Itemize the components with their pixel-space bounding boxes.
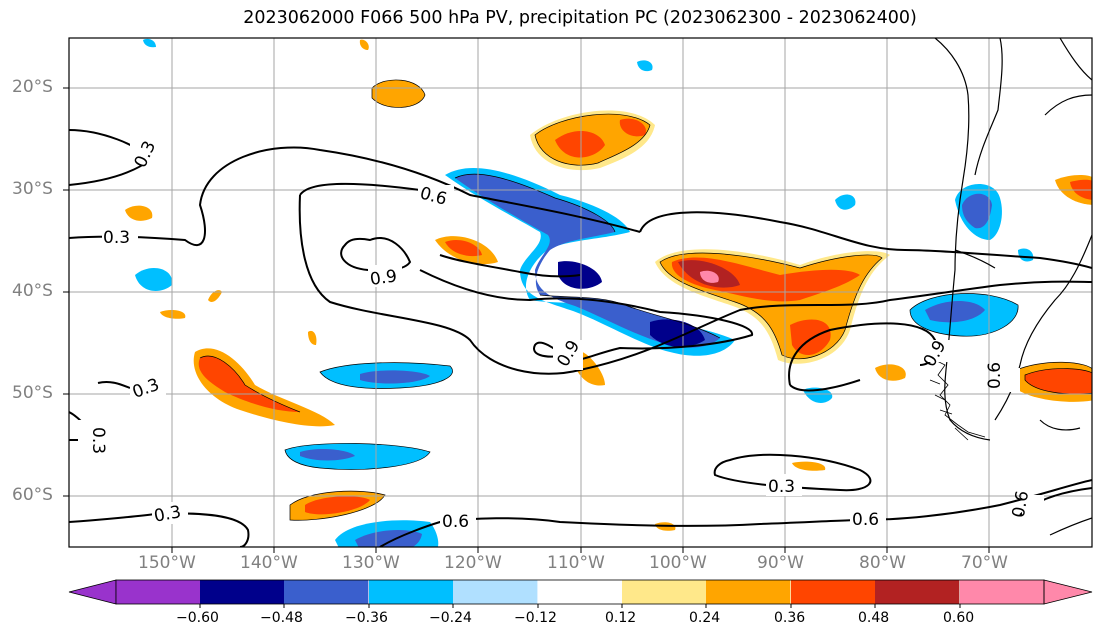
lon-label: 130°W	[342, 553, 400, 573]
lat-label: 40°S	[12, 281, 53, 301]
colorbar-tick-label: 0.12	[605, 610, 637, 626]
contour-label: 0.6	[985, 362, 1005, 389]
lon-label: 80°W	[859, 553, 906, 573]
map-title: 2023062000 F066 500 hPa PV, precipitatio…	[243, 8, 917, 28]
contour-label: 0.3	[88, 427, 108, 454]
colorbar-segment	[200, 580, 285, 604]
contour-label-bg	[78, 143, 1044, 532]
colorbar-tick-label: −0.12	[514, 610, 557, 626]
colorbar-segment	[453, 580, 538, 604]
lat-label: 30°S	[12, 179, 53, 199]
contour-label: 0.6	[442, 512, 469, 532]
colorbar-extend-low	[68, 579, 117, 605]
lon-label: 110°W	[547, 553, 605, 573]
lat-label: 50°S	[12, 383, 53, 403]
pv-contours	[69, 129, 1092, 547]
lat-label: 60°S	[12, 485, 53, 505]
colorbar-segment	[622, 580, 707, 604]
colorbar-tick-label: −0.48	[260, 610, 303, 626]
contour-label: 0.3	[153, 502, 183, 526]
colorbar-extend-high	[1043, 579, 1093, 605]
colorbar-segment	[284, 580, 369, 604]
map-plot-area: 0.3 0.6 0.9 0.3 0.9 0.9 0.3 0.3 0.3 0.6 …	[69, 38, 1092, 547]
colorbar-tick-label: 0.60	[943, 610, 975, 626]
precip-shading	[125, 38, 1092, 547]
colorbar-segment	[538, 580, 623, 604]
contour-label: 0.3	[131, 138, 161, 171]
lat-label: 20°S	[12, 77, 53, 97]
axis-ticks	[63, 87, 990, 553]
colorbar-tick-label: −0.24	[429, 610, 472, 626]
colorbar-segment	[960, 580, 1044, 604]
colorbar-segment	[706, 580, 791, 604]
lon-label: 70°W	[961, 553, 1008, 573]
colorbar-tick-label: 0.48	[858, 610, 890, 626]
contour-label: 0.3	[768, 477, 795, 497]
colorbar-tick-label: 0.36	[774, 610, 806, 626]
contour-label: 0.3	[103, 228, 130, 248]
colorbar-segment	[369, 580, 454, 604]
colorbar-segment	[875, 580, 960, 604]
contour-label: 0.6	[852, 510, 879, 530]
lon-label: 90°W	[757, 553, 804, 573]
lon-label: 150°W	[138, 553, 196, 573]
colorbar-tick-label: 0.24	[689, 610, 721, 626]
colorbar-segment	[116, 580, 201, 604]
lon-label: 140°W	[240, 553, 298, 573]
lon-label: 120°W	[444, 553, 502, 573]
contour-label: 0.9	[369, 266, 399, 290]
colorbar-tick-label: −0.36	[345, 610, 388, 626]
colorbar-segment	[791, 580, 876, 604]
fjord-islands	[929, 359, 986, 441]
contour-label: 0.6	[1009, 489, 1033, 519]
coastline	[934, 38, 1092, 536]
colorbar-tick-label: −0.60	[176, 610, 219, 626]
colorbar	[68, 579, 1093, 608]
lon-label: 100°W	[649, 553, 707, 573]
